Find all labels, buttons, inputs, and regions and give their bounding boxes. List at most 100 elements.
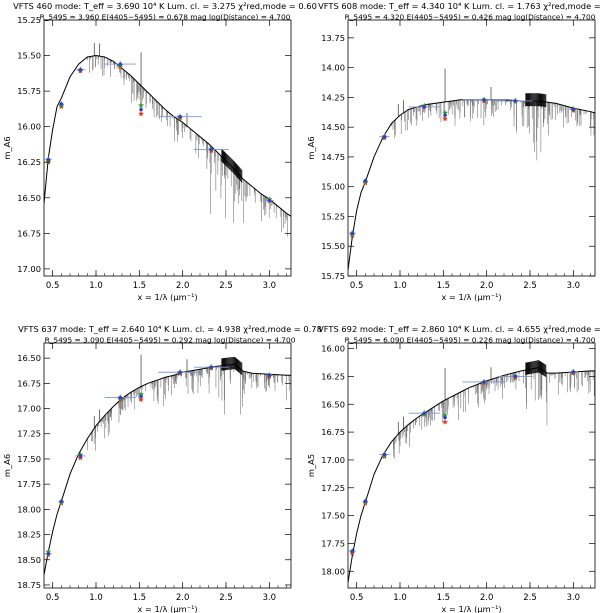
observed-marker [443,415,447,420]
plot-frame [43,342,292,589]
observed-marker [571,370,576,374]
y-tick-label: 13.75 [321,33,345,43]
observed-marker [178,115,182,119]
y-tick-label: 17.25 [17,429,41,439]
x-tick-label: 2.5 [523,281,537,291]
panel-subtitle: R_5495 = 6.090 E(4405−5495) = 0.226 mag … [345,336,596,345]
y-tick-label: 15.25 [321,211,345,221]
alt-model-marker [442,419,448,425]
y-tick-label: 15.00 [321,182,345,192]
alt-model-marker [442,115,448,122]
plot-area [44,43,291,237]
observed-marker [78,68,83,72]
y-tick-label: 14.75 [321,152,345,162]
model-photometry-marker [442,412,449,418]
x-axis-label: x = 1/λ (μm⁻¹) [137,292,197,302]
x-tick-label: 3.0 [567,593,581,603]
panel-title: VFTS 608 mode: T_eff = 4.340 10⁴ K Lum. … [318,1,600,11]
y-tick-label: 17.50 [17,454,41,464]
y-tick-label: 16.00 [321,344,345,354]
x-tick-label: 3.0 [567,281,581,291]
y-tick-label: 16.25 [17,157,41,167]
y-tick-label: 17.50 [321,511,345,521]
observed-marker [267,198,272,203]
observed-marker [209,365,213,369]
y-axis-label: m_A5 [306,454,316,477]
x-tick-label: 1.5 [437,281,451,291]
photometry-point [569,106,578,113]
observed-marker [482,380,486,384]
y-tick-label: 15.75 [321,271,345,281]
y-tick-label: 16.25 [321,371,345,381]
plot-frame [347,342,596,589]
x-tick-label: 2.0 [176,281,190,291]
y-tick-label: 17.00 [17,404,41,414]
y-axis-label: m_A6 [306,136,316,159]
sed-panel-2: VFTS 608 mode: T_eff = 4.340 10⁴ K Lum. … [306,1,600,302]
observed-marker [46,552,51,556]
x-tick-label: 1.5 [133,593,147,603]
x-tick-label: 2.5 [219,593,233,603]
y-tick-label: 15.50 [17,51,41,61]
observed-marker [350,549,355,553]
observed-marker [118,62,122,66]
observed-marker [59,499,64,503]
observed-marker [443,113,447,117]
photometry-point [58,100,65,110]
x-tick-label: 2.0 [176,593,190,603]
x-axis-label: x = 1/λ (μm⁻¹) [441,292,501,302]
y-tick-label: 16.50 [17,193,41,203]
y-tick-label: 16.75 [321,427,345,437]
x-tick-label: 0.5 [350,593,364,603]
observed-marker [422,105,426,109]
x-axis-label: x = 1/λ (μm⁻¹) [137,604,197,613]
y-tick-label: 17.00 [321,455,345,465]
photometry-point [379,133,390,141]
alt-model-marker [138,396,144,402]
y-tick-label: 17.00 [17,264,41,274]
observed-marker [571,107,576,112]
photometry-point [58,498,65,506]
observed-marker [363,179,368,183]
y-axis-label: m_A6 [2,136,12,159]
photometry-point [104,61,136,70]
x-tick-label: 3.0 [263,593,277,603]
model-sed-curve [348,99,595,271]
y-tick-label: 14.25 [321,92,345,102]
panel-subtitle: R_5495 = 3.960 E(4405−5495) = 0.678 mag … [40,13,291,22]
photometry-point [44,156,52,165]
observed-marker [209,147,213,152]
y-tick-label: 16.75 [17,378,41,388]
photometry-point [104,394,136,402]
absorption-spectrum [393,360,595,459]
alt-model-marker [349,550,356,556]
photometry-point [348,548,356,556]
x-tick-label: 2.0 [480,281,494,291]
observed-marker [382,134,387,139]
observed-marker [78,454,83,458]
observed-marker [139,394,143,399]
y-tick-label: 15.50 [321,241,345,251]
photometry-point [379,451,390,460]
photometry-point [265,196,274,204]
plot-area [44,354,291,575]
observed-marker [46,157,51,162]
panel-subtitle: R_5495 = 3.090 E(4405−5495) = 0.292 mag … [45,336,296,345]
photometry-point [158,369,202,376]
panel-title: VFTS 460 mode: T_eff = 3.690 10⁴ K Lum. … [13,1,317,11]
photometry-point [569,368,578,376]
x-tick-label: 1.0 [393,593,407,603]
x-tick-label: 2.5 [219,281,233,291]
photometry-point [408,102,440,110]
photometry-point [348,230,356,238]
y-tick-label: 17.25 [321,483,345,493]
panel-title: VFTS 692 mode: T_eff = 2.860 10⁴ K Lum. … [318,324,600,334]
x-tick-label: 2.0 [480,593,494,603]
photometry-point [193,364,229,371]
y-tick-label: 18.50 [17,555,41,565]
y-tick-label: 14.50 [321,122,345,132]
x-tick-label: 1.0 [393,281,407,291]
observed-marker [422,411,426,415]
observed-marker [59,102,64,106]
